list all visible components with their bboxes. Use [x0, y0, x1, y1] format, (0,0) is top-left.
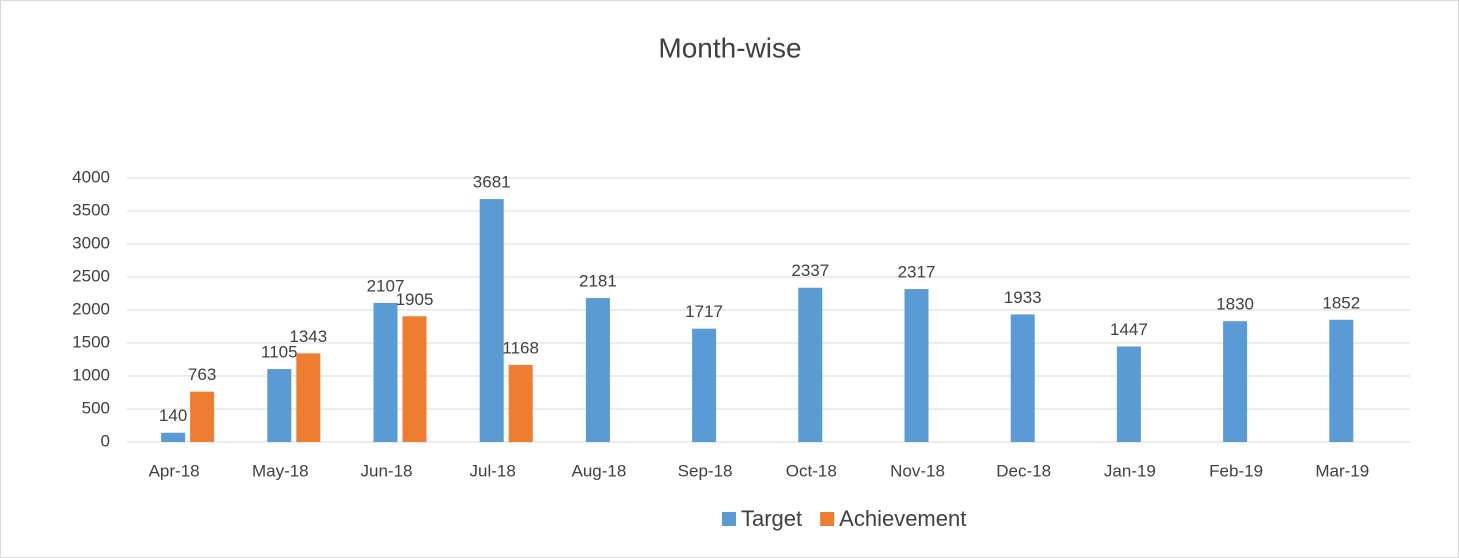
y-tick-label: 1500	[72, 332, 110, 351]
bar	[479, 199, 504, 442]
bar	[1329, 319, 1354, 442]
x-tick-label: Sep-18	[678, 461, 733, 480]
x-tick-label: May-18	[252, 461, 309, 480]
bar	[1116, 346, 1141, 442]
data-label: 2181	[579, 272, 617, 291]
bar	[267, 369, 292, 442]
data-label: 1447	[1110, 320, 1148, 339]
x-tick-label: Jun-18	[361, 461, 413, 480]
bar	[1223, 321, 1248, 442]
legend-label: Target	[741, 506, 802, 531]
y-tick-label: 3000	[72, 233, 110, 252]
y-tick-label: 3500	[72, 200, 110, 219]
bar	[692, 328, 717, 442]
data-label: 1852	[1322, 293, 1360, 312]
x-tick-label: Jan-19	[1104, 461, 1156, 480]
y-tick-label: 4000	[72, 167, 110, 186]
x-tick-label: Dec-18	[996, 461, 1051, 480]
bar	[585, 298, 610, 442]
data-label: 1343	[289, 327, 327, 346]
y-tick-label: 0	[101, 431, 110, 450]
x-tick-label: Mar-19	[1315, 461, 1369, 480]
data-label: 763	[188, 365, 216, 384]
bar	[296, 353, 321, 442]
legend-label: Achievement	[839, 506, 966, 531]
bar	[373, 302, 398, 442]
y-tick-label: 2500	[72, 266, 110, 285]
data-label: 2317	[898, 263, 936, 282]
bar	[1010, 314, 1035, 442]
chart-title: Month-wise	[658, 32, 801, 63]
x-tick-label: Jul-18	[470, 461, 516, 480]
data-label: 140	[159, 406, 187, 425]
data-label: 1717	[685, 302, 723, 321]
bar	[508, 364, 533, 442]
y-tick-label: 2000	[72, 299, 110, 318]
bar	[161, 432, 186, 442]
y-tick-label: 1000	[72, 365, 110, 384]
bar	[190, 391, 215, 442]
data-label: 1830	[1216, 295, 1254, 314]
data-label: 1105	[261, 343, 298, 362]
data-label: 3681	[473, 173, 511, 192]
data-label: 2107	[367, 276, 405, 295]
data-label: 1933	[1004, 288, 1042, 307]
legend-swatch	[820, 512, 835, 526]
bar	[904, 289, 929, 442]
data-label: 1905	[396, 290, 434, 309]
y-tick-label: 500	[82, 398, 110, 417]
x-tick-label: Feb-19	[1209, 461, 1263, 480]
bar	[798, 287, 823, 442]
x-tick-label: Aug-18	[571, 461, 626, 480]
bar	[402, 316, 427, 442]
x-tick-label: Oct-18	[786, 461, 837, 480]
x-tick-label: Apr-18	[149, 461, 200, 480]
data-label: 2337	[791, 261, 829, 280]
legend-swatch	[722, 512, 736, 526]
data-label: 1168	[502, 338, 539, 357]
x-tick-label: Nov-18	[890, 461, 945, 480]
